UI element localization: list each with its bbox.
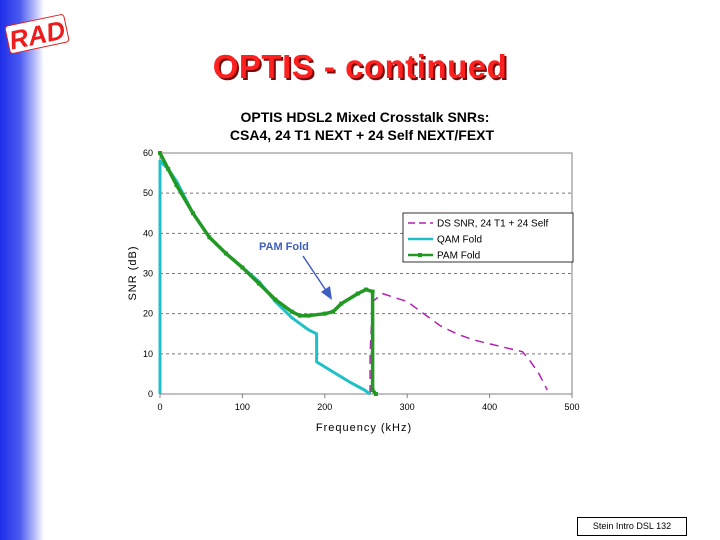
x-tick-label-100: 100 (235, 402, 250, 412)
series-3-point-4 (190, 211, 195, 216)
annotation-arrow-head (321, 286, 332, 300)
series-line-1 (369, 292, 548, 394)
series-3-point-7 (240, 265, 245, 270)
series-3-point-3 (174, 183, 179, 188)
annotation-pam-fold: PAM Fold (259, 241, 309, 253)
chart-subtitle: CSA4, 24 T1 NEXT + 24 Self NEXT/FEXT (230, 127, 495, 143)
y-tick-label-10: 10 (143, 349, 153, 359)
series-3-point-20 (373, 392, 378, 396)
footer-label: Stein Intro DSL 132 (577, 517, 687, 536)
series-3-point-2 (166, 167, 171, 172)
x-tick-label-400: 400 (482, 402, 497, 412)
series-3-point-13 (322, 311, 327, 316)
slide-title: OPTIS - continued (212, 48, 508, 85)
legend-label-3: PAM Fold (437, 251, 480, 262)
series-3-point-17 (364, 287, 368, 292)
series-3-point-14 (331, 309, 336, 314)
x-tick-label-200: 200 (317, 402, 332, 412)
rad-logo: RAD (4, 14, 70, 54)
legend-label-2: QAM Fold (437, 235, 482, 246)
series-3-point-11 (298, 313, 303, 318)
y-tick-label-0: 0 (148, 389, 153, 399)
series-3-point-18 (370, 289, 375, 294)
series-3-point-5 (207, 235, 212, 240)
x-tick-label-500: 500 (564, 402, 579, 412)
legend-marker-3 (418, 253, 422, 257)
series-3-point-10 (289, 309, 294, 314)
y-tick-label-30: 30 (143, 269, 153, 279)
series-3-point-9 (273, 297, 278, 302)
slide-gradient-band (0, 0, 44, 540)
y-tick-label-40: 40 (143, 228, 153, 238)
x-tick-label-0: 0 (157, 402, 162, 412)
series-3-point-15 (339, 301, 344, 306)
plot-area: 0 10 20 30 40 50 60 0 100 200 300 400 500 DS SNR, 24 … (143, 148, 580, 412)
chart-title: OPTIS HDSL2 Mixed Crosstalk SNRs: (241, 109, 490, 125)
series-3-point-12 (306, 313, 311, 318)
x-axis-label: Frequency (kHz) (316, 422, 412, 434)
series-3-point-8 (256, 281, 261, 286)
y-tick-label-20: 20 (143, 309, 153, 319)
y-tick-label-60: 60 (143, 148, 153, 158)
annotation-arrow-line (302, 255, 328, 293)
x-tick-label-300: 300 (400, 402, 415, 412)
y-tick-label-50: 50 (143, 188, 153, 198)
series-3-point-16 (355, 291, 360, 296)
legend-label-1: DS SNR, 24 T1 + 24 Self (437, 219, 548, 230)
y-axis-label: SNR (dB) (127, 245, 139, 300)
series-3-point-1 (158, 151, 162, 155)
series-3-point-19 (370, 387, 375, 392)
series-3-point-6 (223, 251, 228, 256)
